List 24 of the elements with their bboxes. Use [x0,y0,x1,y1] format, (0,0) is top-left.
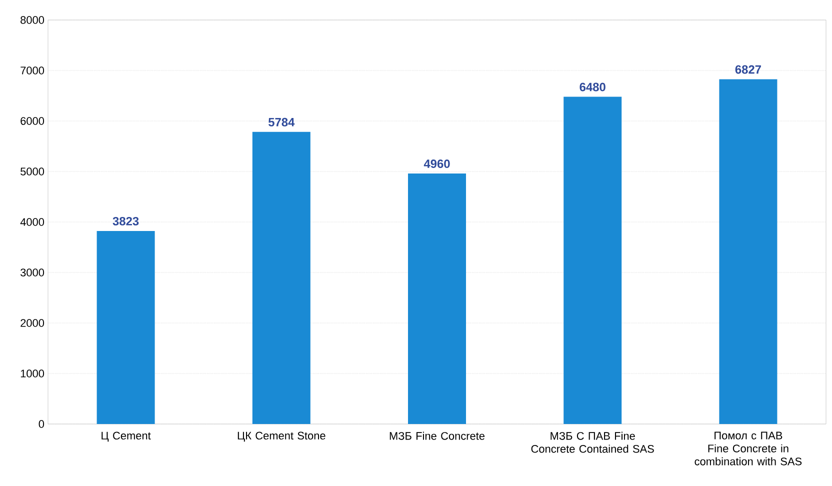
y-tick-label: 0 [38,420,44,428]
y-tick-label: 2000 [20,319,44,327]
y-tick-label: 4000 [20,218,44,226]
y-tick-label: 3000 [20,268,44,276]
bar [252,132,310,424]
bar [96,230,155,424]
x-tick-label: МЗБ С ПАВ Fine Concrete Contained SAS [531,432,654,453]
y-tick-label: 6000 [20,117,44,125]
x-tick-label: Помол с ПАВ Fine Concrete in combination with SAS [694,432,802,466]
data-label: 3823 [112,216,139,226]
data-label: 5784 [268,118,295,126]
y-tick-label: 8000 [20,16,44,24]
x-tick-label: ЦК Cement Stone [238,432,326,442]
x-tick-label: Ц Cement [102,432,151,442]
data-label: 4960 [424,160,450,168]
data-label: 6480 [580,82,606,92]
data-label: 6827 [735,65,761,74]
y-tick-label: 5000 [20,168,44,176]
bar [719,79,778,424]
bar [408,174,466,424]
y-tick-label: 1000 [20,370,44,378]
bar [564,96,622,424]
x-tick-label: МЗБ Fine Concrete [390,432,485,440]
y-tick-label: 7000 [20,66,44,74]
